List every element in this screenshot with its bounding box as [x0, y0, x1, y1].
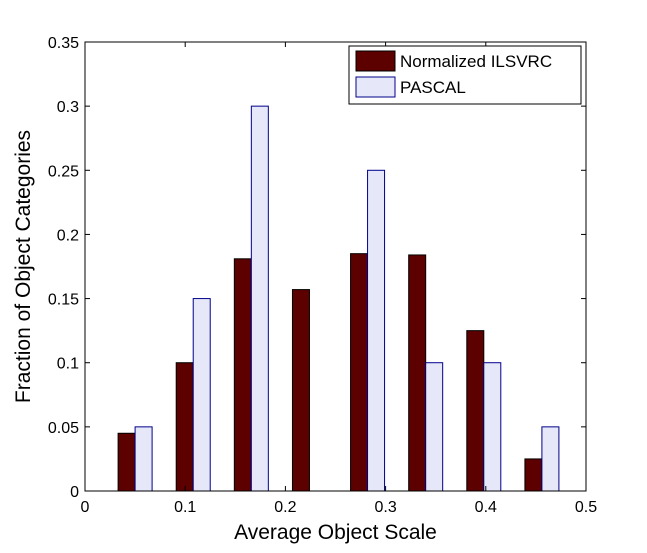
bar-normalized-ilsvrc-1: [175, 362, 194, 492]
legend: Normalized ILSVRC PASCAL: [348, 45, 582, 105]
legend-label-normalized-ilsvrc: Normalized ILSVRC: [400, 52, 552, 71]
y-tick-label: 0.35: [48, 35, 79, 52]
legend-swatch-pascal: [355, 76, 396, 98]
bar-normalized-ilsvrc-0: [117, 432, 136, 492]
bars-layer: [117, 105, 560, 492]
y-tick-label: 0: [70, 484, 79, 501]
bar-pascal-2: [250, 105, 269, 492]
bar-pascal-0: [134, 426, 153, 492]
bar-normalized-ilsvrc-3: [291, 289, 310, 492]
legend-label-pascal: PASCAL: [400, 78, 466, 97]
bar-pascal-6: [483, 362, 502, 492]
legend-swatch-normalized-ilsvrc: [355, 50, 396, 72]
y-axis-title: Fraction of Object Categories: [12, 130, 35, 403]
bar-normalized-ilsvrc-2: [233, 258, 252, 492]
x-tick-label: 0.5: [575, 499, 597, 516]
y-tick-label: 0.25: [48, 163, 79, 180]
bar-normalized-ilsvrc-7: [524, 458, 543, 492]
plot-frame: [84, 41, 587, 492]
y-tick-label: 0.2: [57, 227, 79, 244]
bar-pascal-7: [541, 426, 560, 492]
ticks-layer: 0 0.1 0.2 0.3 0.4 0.5 0 0.05 0.1 0.15 0.2 0.25 0.3 0.…: [48, 35, 597, 516]
x-tick-label: 0.1: [174, 499, 196, 516]
y-tick-label: 0.1: [57, 356, 79, 373]
axes-layer: [84, 41, 587, 492]
y-tick-label: 0.05: [48, 420, 79, 437]
bar-pascal-4: [367, 169, 386, 492]
x-tick-label: 0.2: [274, 499, 296, 516]
x-tick-label: 0.3: [374, 499, 396, 516]
x-tick-label: 0: [81, 499, 90, 516]
bar-normalized-ilsvrc-6: [466, 330, 485, 492]
y-tick-label: 0.3: [57, 99, 79, 116]
x-tick-label: 0.4: [475, 499, 497, 516]
y-tick-label: 0.15: [48, 292, 79, 309]
bar-pascal-5: [425, 362, 444, 492]
bar-pascal-1: [192, 298, 211, 492]
bar-normalized-ilsvrc-5: [408, 254, 427, 492]
x-axis-title: Average Object Scale: [234, 521, 437, 544]
bar-normalized-ilsvrc-4: [350, 253, 369, 492]
